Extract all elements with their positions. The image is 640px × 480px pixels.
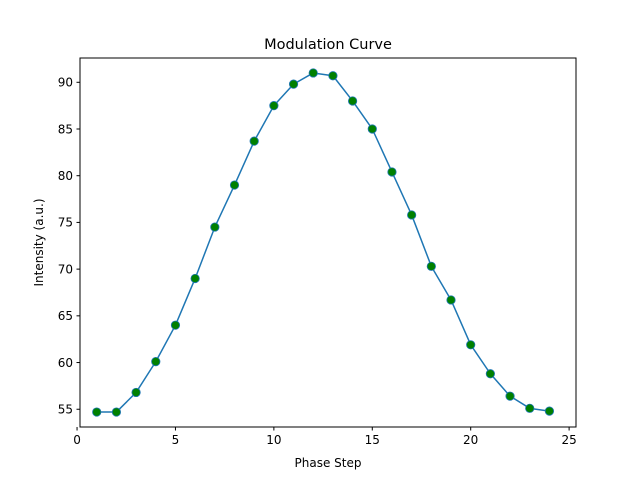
data-point — [505, 391, 515, 401]
x-axis-ticks: 0 5 10 15 20 25 — [73, 427, 577, 447]
data-point — [131, 387, 141, 398]
x-tick-label: 5 — [172, 433, 180, 447]
y-tick-label: 55 — [58, 403, 73, 417]
data-point — [407, 210, 417, 220]
data-point — [328, 71, 338, 81]
x-tick-label: 25 — [561, 433, 576, 447]
x-tick-label: 10 — [266, 433, 281, 447]
data-point — [92, 407, 102, 417]
data-point — [426, 261, 436, 271]
y-tick-label: 60 — [58, 356, 73, 370]
plot-frame — [79, 57, 577, 428]
y-tick-label: 65 — [58, 309, 73, 323]
data-point — [466, 340, 476, 350]
plot-area — [80, 58, 576, 427]
data-point — [229, 180, 240, 190]
data-point — [308, 68, 318, 78]
data-point — [151, 357, 161, 367]
data-point — [288, 79, 299, 89]
data-point — [446, 295, 456, 305]
y-tick-label: 75 — [58, 216, 73, 230]
y-tick-label: 80 — [58, 169, 73, 183]
data-point — [111, 407, 122, 417]
series-group — [92, 68, 555, 417]
data-point — [367, 124, 377, 134]
y-tick-label: 70 — [58, 262, 73, 276]
data-point — [348, 96, 358, 106]
x-tick-label: 0 — [73, 433, 81, 447]
data-point — [387, 167, 397, 177]
y-tick-label: 90 — [58, 76, 73, 90]
x-tick-label: 15 — [365, 433, 380, 447]
data-point — [269, 101, 279, 111]
data-point — [190, 273, 200, 284]
data-point — [210, 222, 220, 232]
y-tick-label: 85 — [58, 122, 73, 136]
data-point — [249, 136, 259, 146]
series-line — [96, 72, 550, 413]
x-tick-label: 20 — [463, 433, 478, 447]
data-point — [544, 406, 555, 416]
chart-title: Modulation Curve — [264, 37, 392, 53]
x-axis-label: Phase Step — [295, 456, 362, 470]
y-axis-ticks: 55 60 65 70 75 80 85 90 — [58, 76, 80, 417]
data-point — [170, 320, 181, 330]
y-axis-label: Intensity (a.u.) — [32, 199, 46, 287]
data-point — [525, 403, 535, 413]
data-point — [485, 369, 495, 379]
